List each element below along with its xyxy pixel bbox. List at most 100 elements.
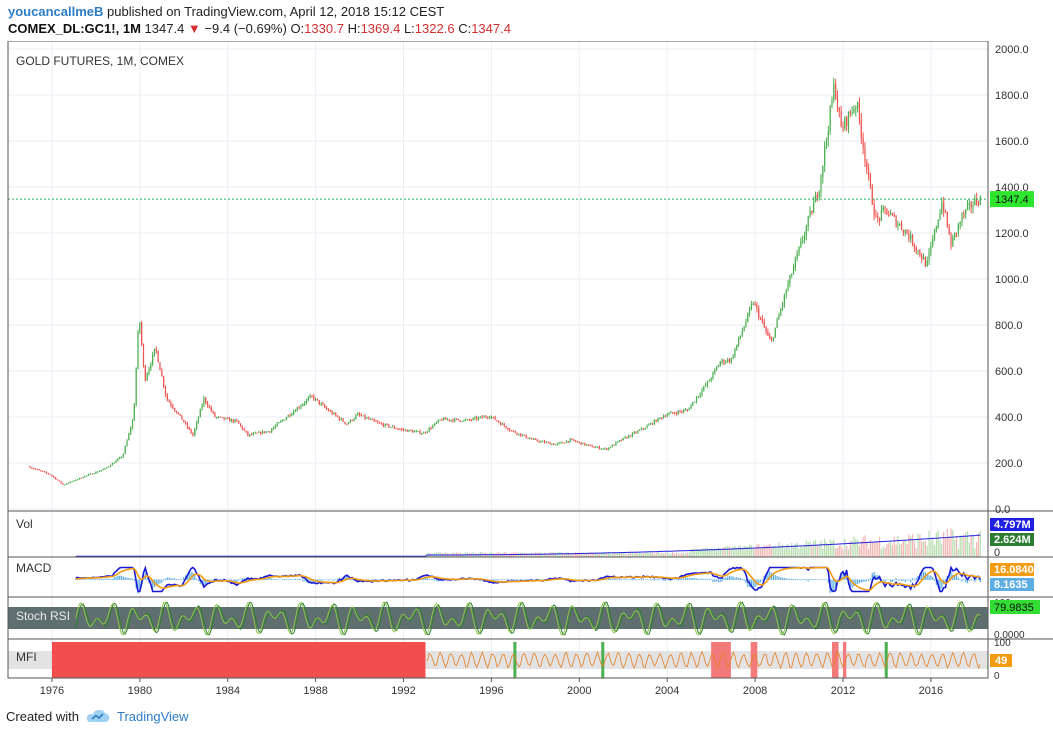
macd-hist-bar [84,579,86,580]
candle-up [340,418,342,420]
candle-down [371,419,374,421]
candle-up [739,335,742,338]
candle-up [283,419,286,421]
candle-down [516,432,518,435]
candle-up [727,359,729,362]
candle-up [644,428,646,430]
macd-hist-bar [932,577,934,580]
candle-up [133,404,135,421]
macd-hist-bar [371,579,374,581]
candle-up [282,419,284,421]
macd-hist-bar [287,579,289,581]
indicator-panes[interactable]: Vol MACD Stoch RSI MFI [8,517,988,678]
candle-up [432,425,434,429]
candle-up [941,202,943,214]
volume-bar [554,552,557,557]
volume-bar [613,551,615,557]
x-tick-label: 2016 [919,685,943,697]
candle-up [84,475,86,478]
price-chart[interactable]: GOLD FUTURES, 1M, COMEX Vol MACD Stoch RSI… [0,41,1053,701]
macd-hist-bar [800,579,802,581]
candle-down [571,439,573,441]
macd-hist-bar [968,579,970,582]
macd-hist-bar [761,579,764,581]
macd-hist-bar [835,579,837,588]
volume-bar [800,546,802,557]
volume-bar [745,545,747,557]
volume-bar [543,552,546,557]
macd-hist-bar [772,574,775,580]
macd-hist-bar [653,579,655,581]
candle-down [589,444,591,446]
author-link[interactable]: youcancallmeB [8,4,104,19]
candle-up [115,460,117,463]
volume-bar [710,548,712,557]
tradingview-cloud-icon[interactable] [85,709,111,724]
candle-down [866,161,868,170]
candle-down [948,226,950,234]
macd-hist-bar [93,579,95,580]
symbol-label[interactable]: COMEX_DL:GC1!, 1M [8,21,141,36]
macd-hist-bar [814,579,817,580]
macd-hist-bar [972,579,974,581]
candle-up [483,416,485,418]
candle-up [880,209,883,221]
volume-bar [699,548,701,557]
candle-down [908,233,910,240]
volume-bar [721,548,723,557]
macd-hist-bar [860,579,862,583]
macd-hist-bar [269,577,271,580]
macd-hist-bar [172,578,174,580]
macd-hist-bar [805,579,807,581]
macd-hist-bar [954,575,956,580]
candle-up [258,431,260,433]
candle-down [877,215,879,219]
candle-up [73,480,75,482]
candle-up [699,394,701,397]
candle-down [51,474,53,477]
mfi-label-bg [990,654,1012,667]
volume-bar [816,545,818,557]
macd-hist-bar [243,577,245,580]
volume-bar [683,552,685,557]
volume-bar [587,553,590,557]
macd-hist-bar [833,579,835,591]
candle-up [417,431,419,433]
volume-bar [754,548,756,557]
candle-down [862,138,864,148]
volume-bar [970,535,972,557]
candle-up [772,337,775,340]
candle-up [803,235,806,241]
volume-bar [679,553,681,557]
macd-hist-bar [705,578,707,580]
volume-bar [864,535,866,557]
tradingview-link[interactable]: TradingView [116,709,189,724]
macd-hist-bar [89,579,92,580]
volume-bar [571,553,573,557]
vol-label-1: 4.797M [994,519,1031,531]
volume-bar [963,534,965,557]
stoch-k-line [75,601,981,636]
candle-up [959,222,961,225]
candle-up [135,368,137,405]
price-change: −9.4 (−0.69%) [204,21,287,36]
volume-bar [695,548,698,557]
candle-down [448,419,450,421]
macd-hist-bar [752,579,754,588]
candle-up [109,465,112,467]
volume-bar [917,533,919,557]
volume-bar [853,536,855,557]
candle-up [855,107,857,109]
candle-down [188,427,190,430]
candle-down [816,194,818,198]
volume-bar [866,542,868,557]
candle-down [186,423,189,428]
main-pane[interactable]: GOLD FUTURES, 1M, COMEX [8,54,988,486]
volume-bar [789,548,791,557]
candle-down [626,437,628,439]
candle-down [900,224,903,230]
volume-bar [979,530,981,557]
candle-up [203,397,205,406]
candle-up [139,322,141,332]
macd-hist-bar [80,579,82,580]
